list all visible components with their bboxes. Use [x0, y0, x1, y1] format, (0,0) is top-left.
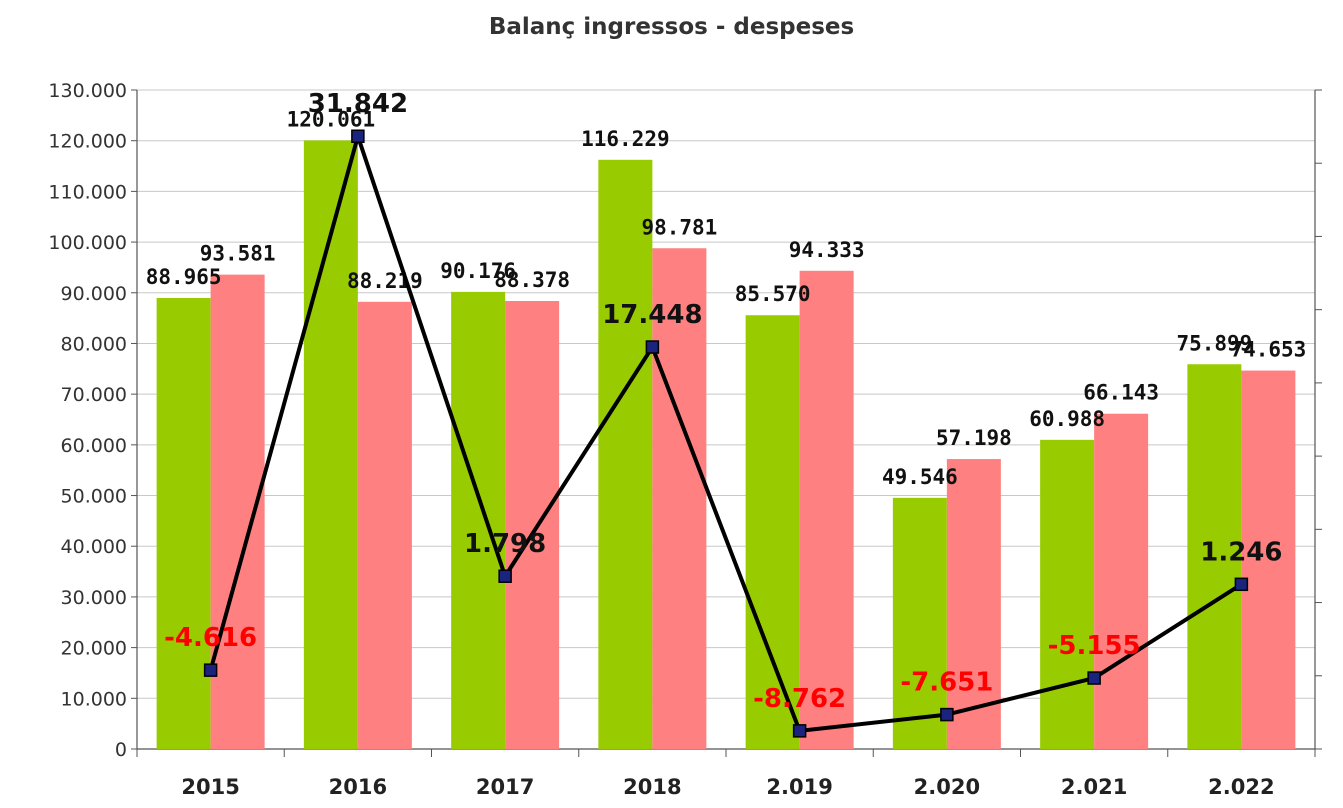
bar — [1040, 439, 1095, 749]
bar — [1187, 364, 1242, 749]
balance-label: 1.798 — [464, 529, 546, 559]
balance-label: -8.762 — [753, 684, 846, 714]
balance-marker — [498, 569, 512, 583]
balance-marker — [792, 724, 807, 738]
bar — [505, 300, 560, 749]
bar-label: 49.546 — [882, 465, 958, 489]
bar — [745, 315, 800, 749]
balance-marker — [645, 340, 660, 354]
bar-label: 74.653 — [1230, 338, 1306, 362]
bar — [210, 274, 265, 749]
bar-label: 75.899 — [1176, 331, 1252, 355]
balance-label: 1.246 — [1200, 537, 1282, 567]
balance-label: -7.651 — [900, 668, 993, 698]
y-tick-label: 50.000 — [61, 486, 127, 508]
y-tick-label: 90.000 — [61, 283, 127, 305]
y-tick-label: 100.000 — [48, 232, 127, 254]
y-tick-label: 0 — [115, 739, 127, 761]
x-tick-label: 2017 — [476, 775, 534, 799]
x-tick-label: 2.020 — [914, 775, 980, 799]
y-tick-label: 20.000 — [61, 638, 127, 660]
y-tick-label: 30.000 — [61, 587, 127, 609]
balance-label: 17.448 — [602, 300, 702, 330]
y-tick-label: 40.000 — [61, 536, 127, 558]
bar-label: 88.965 — [146, 265, 222, 289]
bar-label: 60.988 — [1029, 407, 1105, 431]
y-tick-label: 80.000 — [61, 333, 127, 355]
bar — [1094, 413, 1149, 749]
bar — [799, 270, 854, 749]
bar-label: 66.143 — [1083, 381, 1159, 405]
x-tick-label: 2018 — [623, 775, 681, 799]
balance-marker — [1087, 671, 1101, 685]
bar-label: 90.176 — [440, 259, 516, 283]
bar — [598, 159, 653, 750]
y-tick-label: 120.000 — [48, 131, 127, 153]
y-tick-label: 60.000 — [61, 435, 127, 457]
x-tick-label: 2.022 — [1208, 775, 1274, 799]
bar — [357, 301, 412, 749]
balance-line — [208, 134, 1243, 733]
balance-marker — [1234, 577, 1249, 592]
bar-label: 116.229 — [581, 127, 670, 151]
bar-label: 85.570 — [735, 282, 811, 306]
bar-label: 98.781 — [641, 215, 717, 239]
balance-marker — [940, 707, 954, 722]
bar-label: 57.198 — [936, 426, 1012, 450]
y-tick-label: 110.000 — [48, 181, 127, 203]
x-tick-label: 2.019 — [766, 775, 832, 799]
y-tick-label: 70.000 — [61, 384, 127, 406]
bar-label: 93.581 — [200, 242, 276, 266]
bar — [1241, 370, 1296, 749]
balance-label: -4.616 — [164, 623, 257, 653]
x-tick-label: 2016 — [329, 775, 387, 799]
balance-marker — [203, 663, 218, 677]
bar-label: 88.378 — [494, 268, 570, 292]
bar-label: 88.219 — [347, 269, 423, 293]
bar — [451, 291, 506, 749]
x-tick-label: 2.021 — [1061, 775, 1127, 799]
bar-label: 94.333 — [789, 238, 865, 262]
bar — [946, 459, 1001, 749]
bar — [303, 140, 358, 750]
bar — [652, 248, 707, 749]
y-tick-label: 10.000 — [61, 688, 127, 710]
balance-label: -5.155 — [1048, 631, 1141, 661]
y-tick-label: 130.000 — [48, 80, 127, 102]
bar — [892, 497, 947, 749]
bar — [156, 298, 211, 749]
chart-title: Balanç ingressos - despeses — [488, 14, 855, 40]
balance-label: 31.842 — [308, 89, 408, 119]
bar-label: 120.061 — [287, 107, 376, 131]
balance-marker — [351, 129, 365, 143]
x-tick-label: 2015 — [181, 775, 239, 799]
